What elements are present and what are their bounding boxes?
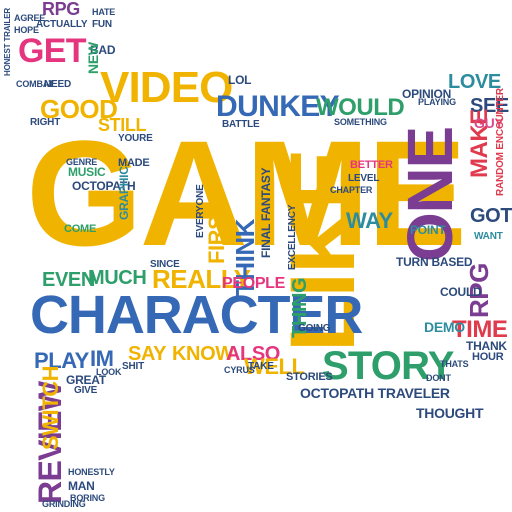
word-first: FIRST (204, 202, 229, 264)
word-stories: STORIES (286, 371, 333, 383)
word-boring: BORING (70, 493, 105, 503)
word-want: WANT (474, 231, 503, 242)
word-really: REALLY (152, 264, 251, 294)
word-great: GREAT (66, 373, 106, 387)
word-chapter: CHAPTER (330, 185, 373, 195)
word-shit: SHIT (122, 361, 144, 372)
word-graphic: GRAPHIC (117, 166, 131, 220)
word-going: GOING (298, 323, 331, 334)
word-better: BETTER (350, 159, 393, 171)
word-look: LOOK (96, 367, 122, 377)
word-thought: THOUGHT (416, 405, 484, 421)
word-way: WAY (346, 208, 393, 233)
word-cyrus: CYRUS (224, 365, 255, 375)
word-made: MADE (118, 157, 150, 169)
word-see: SEE (470, 95, 509, 117)
word-level: LEVEL (348, 173, 380, 184)
word-honestly: HONESTLY (68, 467, 115, 477)
word-agree: AGREE (14, 13, 46, 23)
word-would: WOULD (316, 94, 405, 121)
word-know: KNOW (172, 343, 234, 365)
word-thats: THATS (440, 359, 469, 369)
word-final-fantasy: FINAL FANTASY (259, 167, 273, 258)
word-octopath: OCTOPATH (72, 179, 136, 193)
word-dont: DONT (426, 373, 451, 383)
word-genre: GENRE (66, 157, 98, 167)
word-love: LOVE (448, 71, 501, 93)
word-got: GOT (470, 205, 512, 227)
word-much: MUCH (88, 267, 147, 289)
word-could: COULD (440, 285, 482, 299)
word-guy: GUY (474, 115, 504, 131)
word-play: PLAY (34, 348, 89, 373)
word-good: GOOD (40, 94, 118, 124)
word-people: PEOPLE (222, 275, 285, 292)
word-opinion: OPINION (402, 87, 451, 101)
word-point: POINT (410, 223, 446, 237)
word-grinding: GRINDING (42, 499, 86, 509)
word-also: ALSO (226, 343, 280, 365)
word-everyone: EVERYONE (195, 184, 206, 238)
word-since: SINCE (150, 259, 180, 270)
word-bad: BAD (90, 43, 116, 57)
word-im: IM (90, 346, 114, 371)
word-battle: BATTLE (222, 119, 260, 130)
word-give: GIVE (74, 385, 98, 396)
word-game: GAME (26, 109, 467, 277)
word-video: VIDEO (100, 63, 233, 112)
word-demo: DEMO (424, 319, 465, 335)
word-playing: PLAYING (418, 97, 456, 107)
word-octopath-traveler: OCTOPATH TRAVELER (300, 385, 450, 401)
word-something: SOMETHING (334, 117, 387, 127)
word-one: ONE (394, 127, 466, 262)
word-actually: ACTUALLY (36, 19, 88, 30)
word-well: WELL (244, 354, 305, 379)
word-right: RIGHT (30, 117, 61, 128)
word-dunkey: DUNKEY (216, 90, 340, 123)
word-fun: FUN (92, 19, 112, 30)
word-character: CHARACTER (30, 285, 363, 345)
word-hope: HOPE (14, 25, 39, 35)
word-get: GET (18, 32, 87, 70)
word-come: COME (64, 223, 97, 235)
word-switch: SWITCH (38, 365, 63, 450)
word-time: TIME (452, 316, 508, 343)
word-honest-trailer: HONEST TRAILER (3, 8, 12, 76)
word-lol: LOL (228, 73, 252, 87)
word-man: MAN (68, 479, 95, 493)
word-even: EVEN (42, 269, 95, 291)
word-random-encounter: RANDOM ENCOUNTER (495, 88, 506, 196)
word-youre: YOURE (118, 133, 153, 144)
word-say: SAY (128, 343, 167, 365)
word-story: STORY (322, 344, 454, 388)
word-combat: COMBAT (16, 79, 54, 89)
word-excellency: EXCELLENCY (287, 204, 298, 270)
word-thank: THANK (466, 339, 507, 353)
word-still: STILL (98, 115, 147, 135)
word-new: NEW (85, 42, 101, 74)
word-turn-based: TURN BASED (396, 255, 473, 269)
word-rpg-top: RPG (42, 0, 80, 19)
word-hate: HATE (92, 7, 116, 17)
word-need: NEED (44, 79, 71, 90)
word-hour: HOUR (472, 351, 504, 363)
word-music: MUSIC (68, 165, 106, 179)
word-take: TAKE (248, 361, 274, 372)
